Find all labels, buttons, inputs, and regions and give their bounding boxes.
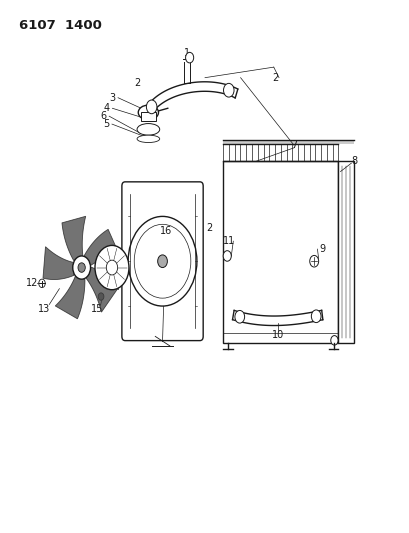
Circle shape (234, 310, 244, 323)
Text: 3: 3 (109, 93, 115, 103)
Circle shape (146, 100, 157, 114)
Text: 2: 2 (272, 72, 278, 83)
Polygon shape (43, 247, 75, 279)
Circle shape (78, 263, 85, 272)
Circle shape (330, 336, 337, 345)
Circle shape (95, 245, 129, 290)
Text: 9: 9 (319, 244, 325, 254)
Text: 2: 2 (134, 78, 140, 88)
Circle shape (72, 256, 90, 279)
Text: 8: 8 (351, 156, 357, 166)
Text: 1: 1 (183, 48, 189, 58)
Circle shape (106, 260, 117, 275)
Circle shape (309, 255, 318, 267)
FancyBboxPatch shape (121, 182, 203, 341)
Circle shape (222, 251, 231, 261)
Circle shape (128, 216, 196, 306)
Bar (222, 161, 338, 343)
Polygon shape (84, 229, 120, 266)
Ellipse shape (138, 105, 158, 120)
Text: 7: 7 (290, 140, 297, 150)
Bar (141, 112, 155, 122)
Circle shape (39, 279, 45, 288)
Text: 10: 10 (271, 330, 283, 340)
Circle shape (223, 83, 234, 97)
Text: 12: 12 (26, 278, 38, 288)
Text: 15: 15 (91, 304, 103, 314)
Polygon shape (55, 274, 85, 319)
Text: 13: 13 (38, 304, 50, 314)
Text: 6: 6 (100, 111, 106, 121)
Circle shape (185, 52, 193, 63)
Polygon shape (85, 267, 117, 312)
Text: 16: 16 (159, 225, 171, 236)
Text: 2: 2 (205, 223, 211, 233)
Circle shape (157, 255, 167, 268)
Text: 14: 14 (109, 281, 121, 292)
Text: 4: 4 (103, 103, 109, 114)
Bar (338, 161, 353, 343)
Circle shape (134, 224, 190, 298)
Circle shape (310, 310, 320, 322)
Circle shape (98, 293, 103, 300)
Text: 5: 5 (103, 119, 109, 129)
Ellipse shape (137, 135, 160, 142)
Text: 6107  1400: 6107 1400 (19, 19, 101, 31)
Ellipse shape (137, 124, 160, 135)
Polygon shape (62, 216, 85, 261)
Text: 11: 11 (222, 236, 235, 246)
Bar (222, 140, 353, 144)
